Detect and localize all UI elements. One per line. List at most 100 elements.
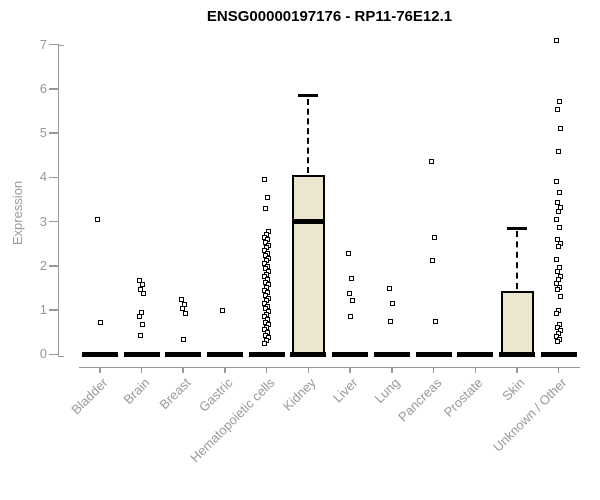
box-10 [500, 291, 534, 355]
x-axis-tick [557, 366, 560, 373]
data-point [555, 325, 561, 331]
y-axis-tick [49, 265, 59, 267]
data-point [262, 261, 268, 267]
data-point [263, 319, 269, 325]
data-point [557, 189, 563, 195]
data-point [178, 296, 184, 302]
whisker-cap-10 [507, 226, 527, 230]
data-point [263, 266, 269, 272]
y-axis-tick [49, 88, 59, 90]
data-point [265, 194, 271, 200]
zero-bar-9 [457, 351, 494, 357]
data-point [558, 125, 564, 131]
data-point [263, 332, 269, 338]
data-point [430, 257, 436, 263]
y-axis-tick [49, 353, 59, 356]
data-point [137, 278, 143, 284]
y-axis-tick [49, 309, 59, 311]
data-point [556, 244, 562, 250]
data-point [138, 333, 144, 339]
data-point [554, 333, 560, 339]
y-axis-tick [49, 220, 59, 223]
data-point [557, 225, 563, 231]
zero-bar-4 [248, 351, 285, 357]
data-point [262, 234, 268, 240]
data-point [220, 308, 226, 314]
x-axis-tick [265, 366, 268, 373]
data-point [387, 286, 393, 292]
data-point [555, 107, 561, 113]
zero-bar-10 [499, 351, 535, 357]
y-axis-tick [49, 176, 59, 179]
data-point [555, 236, 561, 242]
data-point [262, 314, 268, 320]
data-point [95, 216, 101, 222]
data-point [262, 274, 268, 280]
data-point [554, 281, 560, 287]
zero-bar-0 [81, 351, 118, 357]
data-point [182, 311, 188, 317]
data-point [262, 177, 268, 183]
y-tick-label: 3 [39, 213, 47, 229]
data-point [556, 209, 562, 215]
data-point [345, 250, 351, 256]
data-point [98, 319, 104, 325]
data-point [141, 290, 147, 296]
y-tick-label: 1 [39, 302, 47, 318]
x-axis-tick [182, 366, 184, 373]
chart-title: ENSG00000197176 - RP11-76E12.1 [206, 8, 453, 25]
y-axis-line [57, 44, 59, 358]
zero-bar-3 [206, 351, 243, 357]
x-axis-tick [432, 366, 435, 373]
y-axis-serif [59, 355, 64, 358]
x-axis-tick [224, 366, 226, 373]
data-point [138, 286, 144, 292]
data-point [262, 300, 268, 306]
data-point [263, 253, 269, 259]
data-point [555, 269, 561, 275]
data-point [554, 216, 560, 222]
data-point [180, 337, 186, 343]
zero-bar-7 [373, 351, 410, 357]
x-axis-line [78, 366, 580, 368]
data-point [263, 279, 269, 285]
data-point [555, 338, 561, 344]
y-axis-tick [49, 132, 59, 134]
x-axis-tick [516, 366, 518, 373]
data-point [179, 305, 185, 311]
x-axis-tick [474, 366, 477, 373]
data-point [390, 301, 396, 307]
box-5 [291, 175, 325, 355]
median-5 [291, 219, 325, 224]
data-point [263, 306, 269, 312]
x-axis-tick [99, 366, 101, 373]
y-tick-label: 2 [39, 257, 47, 273]
y-tick-label: 0 [39, 346, 47, 362]
zero-bar-2 [165, 351, 202, 357]
data-point [262, 247, 268, 253]
data-point [558, 293, 564, 299]
data-point [263, 205, 269, 211]
y-tick-label: 4 [39, 169, 47, 185]
data-point [388, 318, 394, 324]
zero-bar-6 [332, 351, 369, 357]
zero-bar-5 [290, 351, 327, 357]
data-point [263, 292, 269, 298]
data-point [556, 149, 562, 155]
whisker-cap-5 [298, 94, 319, 98]
y-axis-tick [49, 43, 59, 46]
data-point [433, 319, 439, 325]
data-point [263, 239, 269, 245]
data-point [140, 321, 146, 327]
data-point [554, 257, 560, 263]
x-axis-tick [349, 366, 351, 373]
data-point [429, 159, 435, 165]
data-point [554, 179, 560, 185]
x-axis-tick [391, 366, 393, 373]
data-point [347, 314, 353, 320]
zero-bar-8 [415, 351, 452, 357]
data-point [348, 275, 354, 281]
data-point [262, 327, 268, 333]
